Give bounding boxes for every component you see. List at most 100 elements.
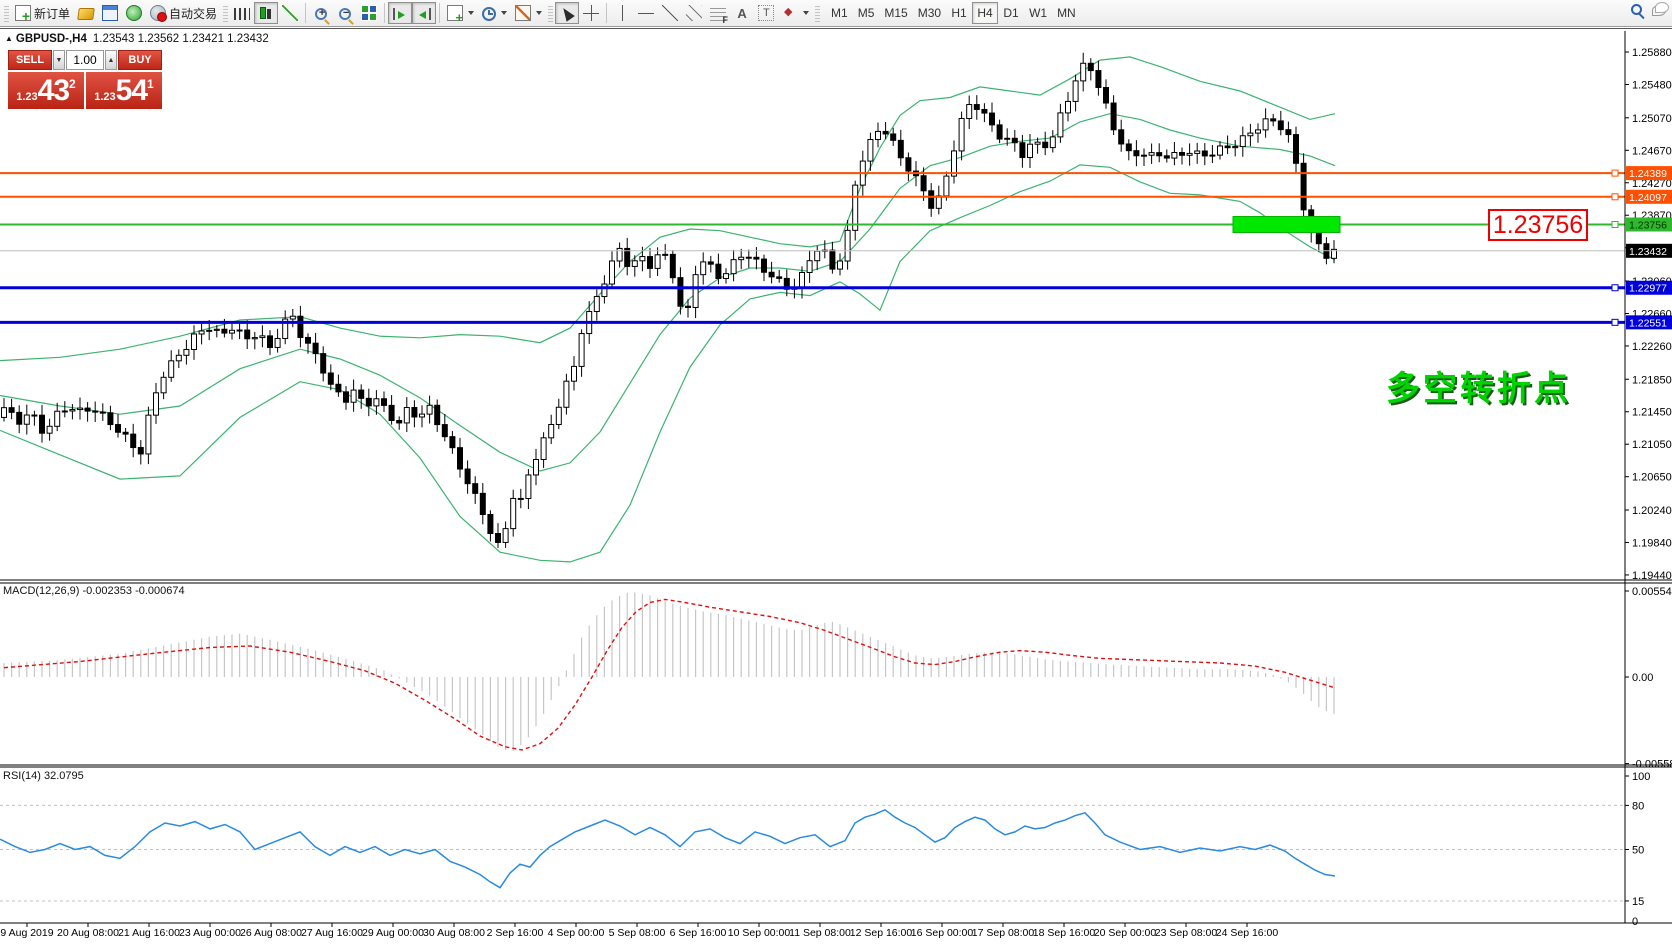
svg-text:16 Sep 00:00: 16 Sep 00:00 [911,927,974,939]
buy-price-box[interactable]: 1.23 54 1 [86,72,162,109]
sell-button[interactable]: SELL [8,50,52,70]
horizontal-line-icon [638,5,655,21]
sell-price-sup: 2 [69,76,76,91]
macd-pane [3,592,1336,751]
candlestick-chart-button[interactable] [254,2,279,24]
svg-text:0.005543: 0.005543 [1632,586,1672,598]
line-handle [1611,193,1619,201]
svg-text:80: 80 [1632,800,1644,812]
timeframe-button-D1[interactable]: D1 [1003,6,1019,20]
buy-price-small: 1.23 [94,90,116,103]
toolbar-grip[interactable] [548,4,554,22]
timeframe-button-MN[interactable]: MN [1057,6,1076,20]
toolbar-separator [384,3,386,23]
svg-text:1.20240: 1.20240 [1632,505,1672,517]
timeframe-button-W1[interactable]: W1 [1029,6,1048,20]
vertical-line-button[interactable] [610,2,634,24]
timeframe-button-H4[interactable]: H4 [972,2,999,24]
sell-price-box[interactable]: 1.23 43 2 [8,72,84,109]
svg-text:1.22977: 1.22977 [1629,283,1667,295]
line-handle [1611,318,1619,326]
svg-text:27 Aug 16:00: 27 Aug 16:00 [301,927,363,939]
new-order-label: 新订单 [34,6,71,21]
buy-button[interactable]: BUY [118,50,162,70]
signals-button[interactable] [122,2,146,24]
autotrading-button[interactable]: 自动交易 [146,2,221,24]
svg-text:1.24270: 1.24270 [1632,178,1672,190]
templates-button[interactable] [511,2,546,24]
one-click-trading-panel: SELL ▼ ▲ BUY 1.23 43 2 1.23 54 1 [8,50,162,109]
crosshair-button[interactable] [579,2,603,24]
svg-text:15: 15 [1632,896,1644,908]
dropdown-caret-icon [803,11,810,15]
cursor-button[interactable] [555,2,580,24]
new-chart-button[interactable] [74,2,98,24]
chart-window[interactable]: 1.25880 1.25480 1.25070 1.24670 1.24270 1.23 8… [0,28,1672,949]
svg-text:6 Sep 16:00: 6 Sep 16:00 [670,927,727,939]
text-button[interactable]: A [730,2,754,24]
chat-icon[interactable] [1652,2,1669,16]
chart-canvas[interactable]: 1.25880 1.25480 1.25070 1.24670 1.24270 1.23 8… [0,29,1672,949]
channel-button[interactable] [682,2,706,24]
ohlc-values: 1.23543 1.23562 1.23421 1.23432 [92,33,269,45]
svg-text:1.24097: 1.24097 [1629,192,1667,204]
search-icon[interactable] [1631,4,1642,15]
autotrading-label: 自动交易 [169,6,218,21]
svg-text:1.23432: 1.23432 [1629,246,1667,258]
dropdown-caret-icon [468,11,475,15]
svg-text:50: 50 [1632,845,1644,857]
new-order-icon [15,5,31,24]
svg-text:17 Sep 08:00: 17 Sep 08:00 [972,927,1035,939]
indicators-button[interactable] [443,2,478,25]
zoom-in-icon [315,7,328,20]
toolbar-grip[interactable] [223,4,229,22]
timeframe-button-M15[interactable]: M15 [884,6,908,20]
zoom-in-button[interactable] [309,2,333,24]
toolbar-separator [439,3,441,23]
svg-text:23 Sep 08:00: 23 Sep 08:00 [1155,927,1218,939]
timeframe-button-H1[interactable]: H1 [951,6,967,20]
timeframe-button-M30[interactable]: M30 [917,6,942,20]
collapse-triangle-icon[interactable]: ▲ [5,34,13,43]
level-axis-labels: 1.24389 1.24097 1.23756 1.22977 1.22551 1.234… [1626,166,1672,330]
zoom-out-button[interactable] [333,2,357,24]
horizontal-line-button[interactable] [634,2,658,24]
svg-text:1.21850: 1.21850 [1632,374,1672,386]
text-label-button[interactable] [754,2,778,24]
timeframe-toolbar: M1 M5 M15 M30 H1 H4 D1 W1 MN [826,2,1081,24]
volume-down-button[interactable]: ▼ [53,50,65,70]
bar-chart-button[interactable] [230,2,254,24]
sell-price-big: 43 [37,73,70,107]
timeframe-button-M5[interactable]: M5 [857,6,875,20]
tile-windows-button[interactable] [357,2,381,24]
svg-text:18 Sep 16:00: 18 Sep 16:00 [1033,927,1096,939]
toolbar-grip[interactable] [815,4,821,22]
terminal-button[interactable] [98,2,122,24]
new-order-button[interactable]: 新订单 [11,2,74,24]
periods-button[interactable] [478,2,511,24]
line-chart-button[interactable] [278,2,302,24]
timeframe-button-M1[interactable]: M1 [831,6,848,20]
text-icon: A [737,5,747,21]
volume-up-button[interactable]: ▲ [105,50,117,70]
price-callout-box[interactable]: 1.23756 [1488,209,1588,241]
rsi-pane [0,804,1625,902]
fibonacci-button[interactable] [706,2,730,25]
text-label-icon [758,5,775,21]
auto-scroll-button[interactable] [388,2,413,24]
macd-indicator-label: MACD(12,26,9) -0.002353 -0.000674 [3,585,185,597]
svg-text:29 Aug 00:00: 29 Aug 00:00 [362,927,424,939]
arrows-button[interactable] [778,2,813,24]
toolbar-grip[interactable] [4,4,9,22]
volume-input[interactable] [66,50,104,70]
svg-text:1.24670: 1.24670 [1632,145,1672,157]
tile-windows-icon [361,5,378,21]
trendline-icon [662,5,679,21]
pane-separators [0,31,1672,924]
svg-text:1.20650: 1.20650 [1632,472,1672,484]
turning-point-annotation[interactable]: 多空转折点 [1386,370,1571,408]
trendline-button[interactable] [658,2,682,24]
svg-text:23 Aug 00:00: 23 Aug 00:00 [179,927,241,939]
chart-shift-button[interactable] [412,2,437,24]
